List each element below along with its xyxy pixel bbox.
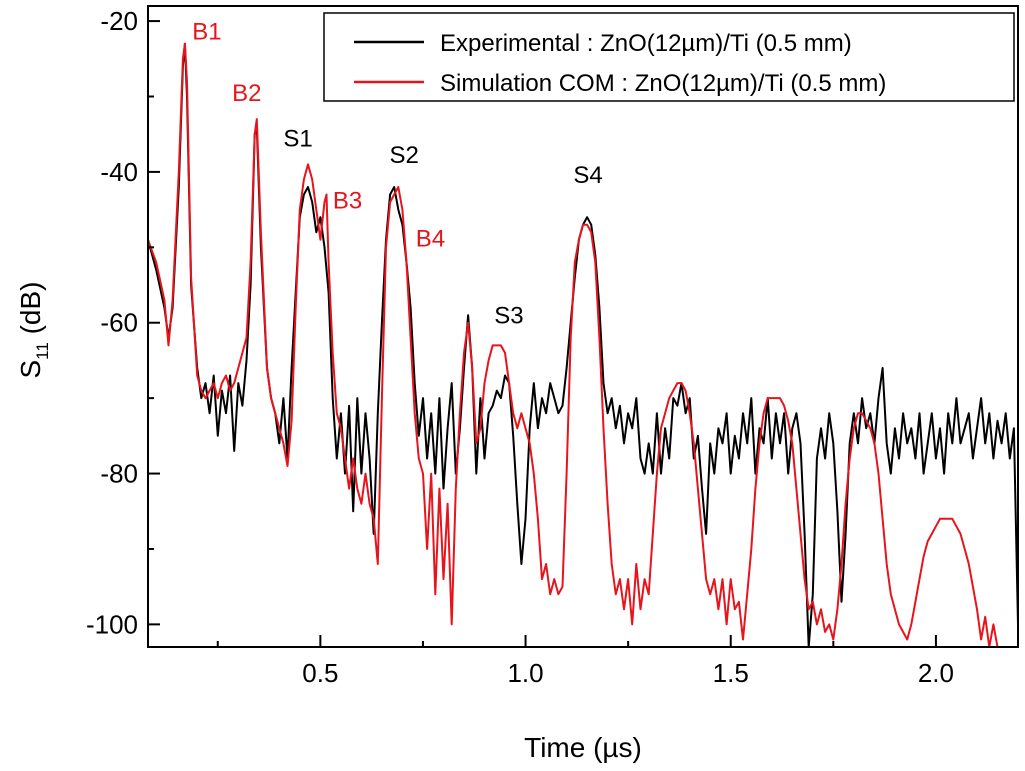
annotations: B1 B2 S1 B3 S2 B4 S3 S4 bbox=[192, 19, 603, 330]
series-line-simulation bbox=[147, 42, 1002, 648]
x-tick-label: 1.0 bbox=[507, 658, 543, 688]
y-axis-title-sub: 11 bbox=[33, 342, 52, 360]
peak-label-s4: S4 bbox=[573, 162, 602, 189]
legend: Experimental : ZnO(12µm)/Ti (0.5 mm) Sim… bbox=[323, 12, 1015, 102]
y-tick-label: -100 bbox=[86, 609, 138, 639]
svg-text:S11 (dB): S11 (dB) bbox=[15, 281, 52, 378]
peak-label-b1: B1 bbox=[192, 19, 221, 46]
peak-label-s3: S3 bbox=[494, 302, 523, 329]
peak-label-s1: S1 bbox=[283, 125, 312, 152]
x-axis-title: Time (µs) bbox=[524, 732, 642, 763]
series-group bbox=[147, 42, 1019, 648]
y-axis-title-main: S bbox=[15, 360, 46, 379]
peak-label-b3: B3 bbox=[333, 188, 362, 215]
y-tick-label: -20 bbox=[100, 6, 138, 36]
plot-frame bbox=[147, 5, 1019, 648]
y-ticks: -20 -40 -60 -80 -100 bbox=[86, 6, 160, 639]
peak-label-b4: B4 bbox=[416, 226, 445, 253]
peak-label-b2: B2 bbox=[232, 80, 261, 107]
x-tick-label: 2.0 bbox=[918, 658, 954, 688]
legend-label-experimental: Experimental : ZnO(12µm)/Ti (0.5 mm) bbox=[440, 30, 852, 57]
y-axis-title: S11 (dB) bbox=[15, 281, 52, 378]
y-tick-label: -40 bbox=[100, 157, 138, 187]
plot-area bbox=[148, 6, 1018, 647]
y-axis-title-unit: (dB) bbox=[15, 281, 46, 342]
x-tick-label: 1.5 bbox=[713, 658, 749, 688]
x-tick-label: 0.5 bbox=[302, 658, 338, 688]
peak-label-s2: S2 bbox=[390, 142, 419, 169]
x-ticks: 0.5 1.0 1.5 2.0 bbox=[216, 635, 954, 688]
y-tick-label: -80 bbox=[100, 459, 138, 489]
legend-label-simulation: Simulation COM : ZnO(12µm)/Ti (0.5 mm) bbox=[440, 70, 886, 97]
y-tick-label: -60 bbox=[100, 308, 138, 338]
legend-box bbox=[323, 12, 1015, 102]
